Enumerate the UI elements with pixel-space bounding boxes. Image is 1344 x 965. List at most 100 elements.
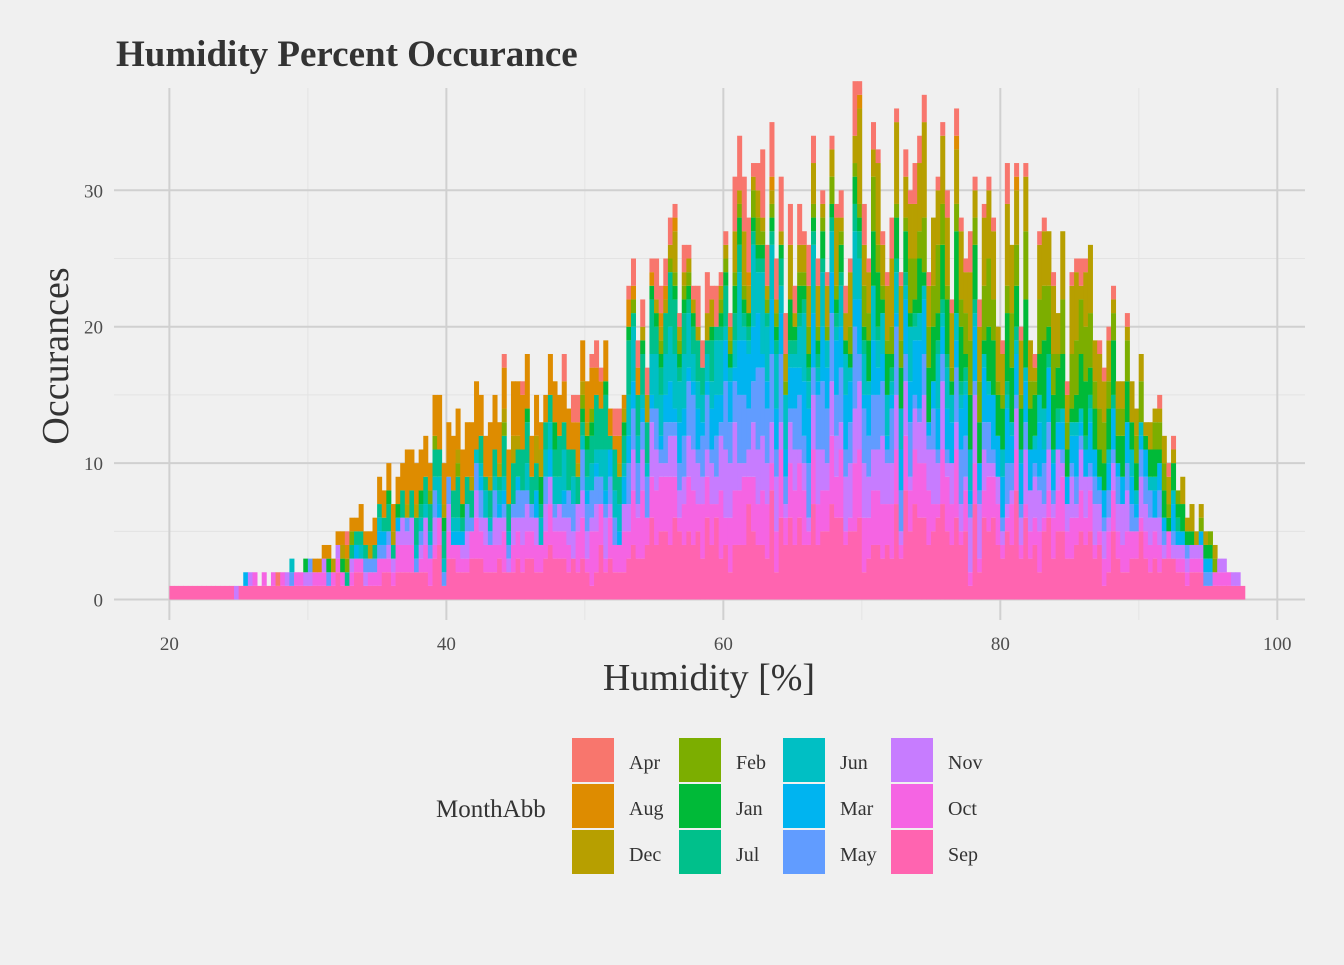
bar-segment-nov [880, 435, 886, 505]
bar-segment-sep [474, 558, 480, 600]
bar-segment-jun [815, 367, 821, 382]
bar-segment-aug [464, 422, 470, 477]
bar-segment-dec [469, 476, 475, 491]
bar-segment-oct [630, 490, 636, 545]
bar-segment-feb [917, 231, 923, 259]
bar-segment-feb [1134, 435, 1140, 464]
bar-segment-may [381, 544, 387, 559]
bar-segment-sep [810, 504, 817, 600]
bar-segment-jan [1051, 394, 1057, 450]
bar-segment-oct [510, 544, 516, 573]
bar-segment-feb [501, 422, 507, 436]
bar-segment-apr [829, 135, 835, 150]
bar-segment-jan [797, 285, 803, 314]
bar-segment-feb [931, 285, 937, 327]
bar-segment-jul [561, 422, 567, 450]
y-tick-label: 10 [84, 454, 103, 475]
bar-segment-jun [695, 381, 701, 409]
bar-segment-sep [672, 517, 678, 600]
bar-segment-oct [354, 558, 360, 573]
bar-segment-dec [1018, 340, 1024, 395]
bar-segment-jan [967, 394, 973, 450]
bar-segment-apr [820, 190, 826, 204]
bar-segment-jan [690, 313, 696, 327]
bar-segment-mar [1203, 558, 1209, 573]
bar-segment-dec [898, 285, 904, 341]
bar-segment-jul [547, 394, 553, 423]
bar-segment-sep [1147, 572, 1153, 600]
bar-segment-jan [857, 217, 863, 232]
bar-segment-mar [1064, 476, 1070, 505]
bar-segment-nov [492, 517, 498, 545]
bar-segment-feb [681, 285, 687, 300]
bar-segment-dec [1129, 381, 1135, 423]
bar-segment-dec [861, 244, 867, 286]
bar-segment-jun [289, 558, 295, 573]
bar-segment-sep [326, 585, 332, 600]
bar-segment-may [492, 490, 498, 518]
bar-segment-dec [690, 299, 696, 314]
bar-segment-jun [940, 313, 946, 327]
bar-segment-jan [1129, 422, 1135, 450]
bar-segment-oct [829, 435, 835, 505]
bar-segment-jun [358, 544, 364, 559]
bar-segment-sep [552, 558, 558, 600]
bar-segment-dec [686, 258, 692, 273]
bar-segment-sep [857, 517, 863, 600]
bar-segment-oct [718, 490, 724, 559]
bar-segment-jun [1032, 435, 1038, 450]
bar-segment-oct [1041, 517, 1047, 532]
bar-segment-oct [792, 490, 798, 545]
bar-segment-apr [1004, 163, 1010, 204]
bar-segment-dec [621, 408, 627, 423]
bar-segment-oct [483, 544, 489, 573]
bar-segment-mar [1120, 476, 1126, 505]
bar-segment-oct [1000, 544, 1006, 559]
legend-key-jul [679, 830, 721, 874]
bar-segment-oct [672, 476, 678, 518]
bar-segment-jun [810, 244, 817, 314]
bar-segment-jun [704, 354, 710, 382]
bar-segment-jan [326, 558, 332, 573]
bar-segment-mar [880, 354, 886, 382]
bar-segment-oct [1184, 572, 1190, 586]
bar-segment-mar [1138, 435, 1144, 450]
bar-segment-feb [1097, 408, 1103, 450]
bar-segment-oct [889, 504, 895, 559]
bar-segment-oct [1092, 544, 1098, 559]
bar-segment-sep [995, 544, 1001, 600]
bar-segment-oct [1027, 531, 1033, 559]
bar-segment-may [1000, 517, 1006, 532]
bar-segment-aug [367, 531, 373, 545]
bar-segment-mar [354, 544, 360, 559]
bar-segment-sep [843, 544, 849, 600]
bar-segment-may [810, 367, 817, 395]
bar-segment-mar [667, 381, 673, 423]
bar-segment-may [427, 544, 433, 559]
bar-segment-may [432, 490, 438, 518]
bar-segment-jul [409, 490, 415, 518]
bar-segment-dec [921, 122, 927, 218]
bar-segment-jan [649, 285, 655, 300]
bar-segment-oct [335, 558, 341, 573]
bar-segment-nov [750, 422, 757, 477]
bar-segment-jul [944, 354, 950, 368]
bar-segment-feb [1087, 313, 1093, 368]
bar-segment-jun [981, 354, 987, 368]
bar-segment-jan [746, 313, 752, 327]
bar-segment-sep [663, 531, 669, 600]
bar-segment-sep [330, 585, 336, 600]
bar-segment-aug [450, 435, 456, 491]
bar-segment-sep [460, 572, 466, 600]
bar-segment-aug [321, 544, 327, 559]
bar-segment-oct [824, 490, 830, 532]
bar-segment-apr [667, 217, 673, 245]
bar-segment-jul [912, 313, 918, 327]
bar-segment-jun [764, 326, 770, 382]
bar-segment-oct [649, 476, 655, 518]
bar-segment-oct [1194, 558, 1200, 573]
bar-segment-apr [912, 163, 918, 204]
bar-segment-jul [741, 313, 747, 327]
bar-segment-jul [1046, 354, 1052, 368]
